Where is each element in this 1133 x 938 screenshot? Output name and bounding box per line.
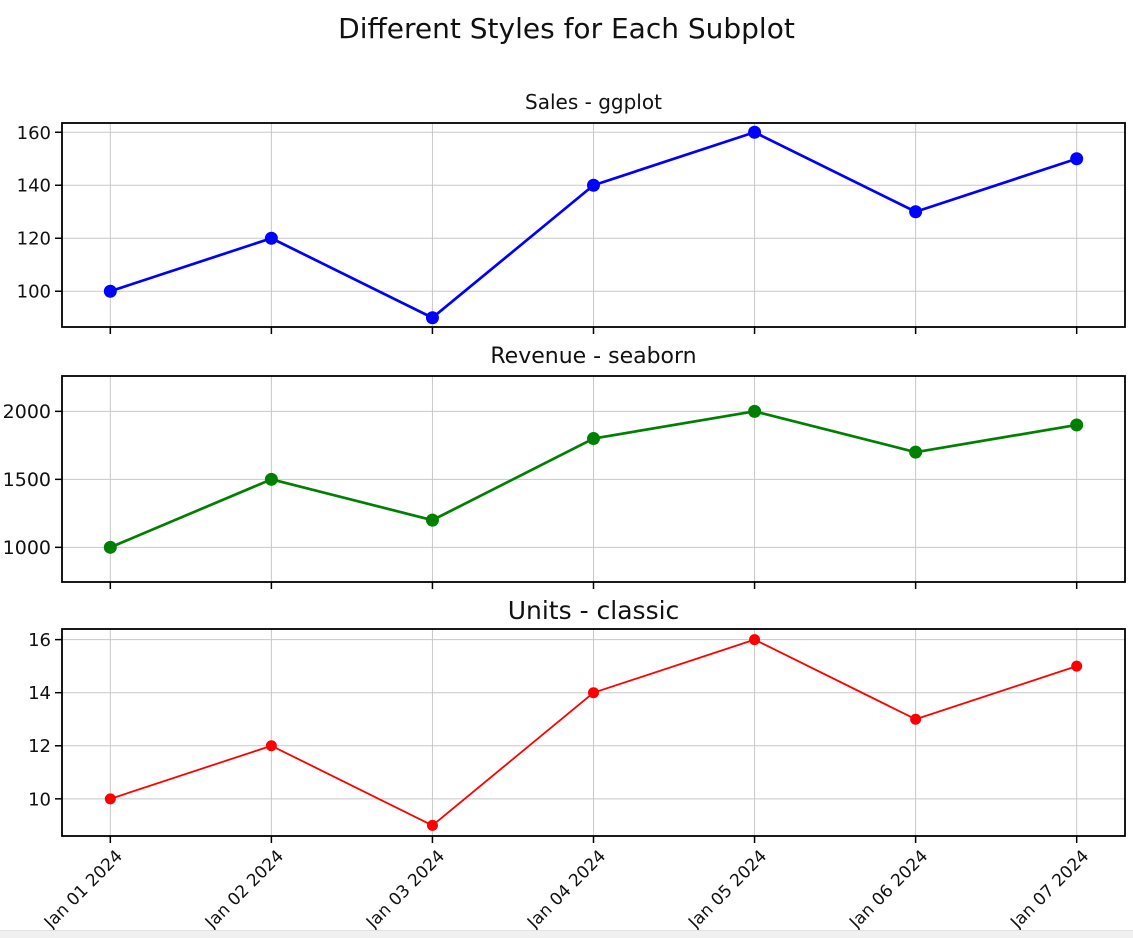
sales-data-point-marker xyxy=(1070,152,1084,166)
horizontal-scrollbar-track[interactable] xyxy=(0,930,1133,938)
y-tick-label: 14 xyxy=(28,683,51,704)
y-tick-label: 100 xyxy=(17,282,51,303)
revenue-data-point-marker xyxy=(748,404,762,418)
subplot-1-title: Sales - ggplot xyxy=(525,90,662,114)
y-tick-label: 16 xyxy=(28,630,51,651)
sales-data-point-marker xyxy=(425,311,439,325)
x-tick-label: Jan 03 2024 xyxy=(362,846,449,933)
units-data-point-marker xyxy=(104,793,116,805)
x-tick-label: Jan 05 2024 xyxy=(684,846,771,933)
units-data-point-marker xyxy=(426,819,438,831)
y-tick-label: 1500 xyxy=(3,469,51,491)
revenue-data-point-marker xyxy=(587,432,600,446)
y-tick-label: 2000 xyxy=(3,401,51,423)
revenue-data-point-marker xyxy=(264,472,278,486)
sales-data-point-marker xyxy=(264,231,278,245)
units-data-point-marker xyxy=(749,634,761,646)
y-tick-label: 10 xyxy=(28,789,51,810)
units-data-point-marker xyxy=(910,713,922,725)
revenue-data-point-marker xyxy=(103,540,117,554)
sales-data-point-marker xyxy=(748,125,762,139)
x-tick-label: Jan 01 2024 xyxy=(40,846,127,933)
y-tick-label: 160 xyxy=(17,123,51,144)
revenue-data-point-marker xyxy=(1070,418,1084,432)
units-data-point-marker xyxy=(265,740,277,752)
y-tick-label: 1000 xyxy=(3,537,51,559)
x-tick-label: Jan 07 2024 xyxy=(1006,846,1093,933)
x-tick-label: Jan 06 2024 xyxy=(845,846,932,933)
figure-title: Different Styles for Each Subplot xyxy=(338,12,795,45)
units-data-point-marker xyxy=(588,687,599,699)
y-tick-label: 120 xyxy=(17,229,51,250)
y-tick-label: 12 xyxy=(28,736,51,757)
revenue-data-point-marker xyxy=(909,445,923,459)
revenue-data-point-marker xyxy=(425,513,439,527)
y-tick-label: 140 xyxy=(17,176,51,197)
units-data-point-marker xyxy=(1071,660,1083,672)
sales-data-point-marker xyxy=(587,178,600,192)
x-tick-label: Jan 02 2024 xyxy=(201,846,288,933)
x-tick-label: Jan 04 2024 xyxy=(523,846,610,933)
sales-data-point-marker xyxy=(909,205,923,219)
sales-data-point-marker xyxy=(103,284,117,298)
subplot-3-title: Units - classic xyxy=(507,596,680,625)
subplot-2-title: Revenue - seaborn xyxy=(490,344,697,369)
